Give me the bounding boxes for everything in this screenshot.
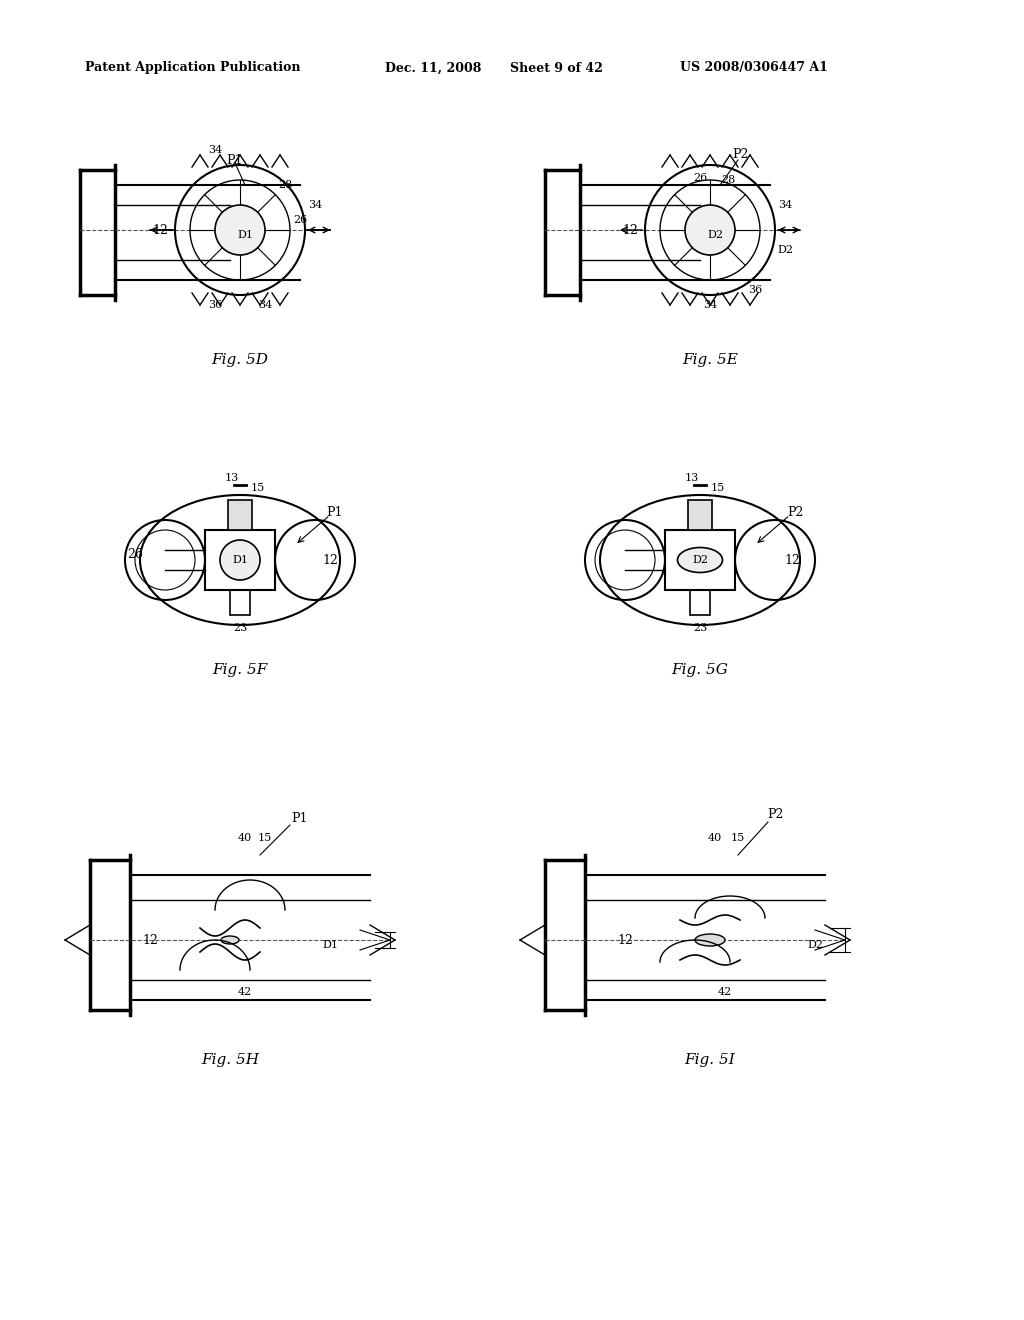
Text: Fig. 5G: Fig. 5G	[672, 663, 728, 677]
Text: D1: D1	[237, 230, 253, 240]
Circle shape	[220, 540, 260, 579]
Text: Fig. 5H: Fig. 5H	[201, 1053, 259, 1067]
Text: 34: 34	[258, 300, 272, 310]
Text: 13: 13	[685, 473, 699, 483]
Text: P1: P1	[292, 812, 308, 825]
Text: 15: 15	[731, 833, 745, 843]
Text: 15: 15	[258, 833, 272, 843]
Text: Sheet 9 of 42: Sheet 9 of 42	[510, 62, 603, 74]
Text: 34: 34	[778, 201, 793, 210]
Text: 12: 12	[784, 553, 800, 566]
Text: P2: P2	[732, 149, 749, 161]
Text: Fig. 5F: Fig. 5F	[212, 663, 267, 677]
Text: D2: D2	[807, 940, 823, 950]
Ellipse shape	[221, 936, 239, 944]
Text: P1: P1	[327, 506, 343, 519]
Text: P2: P2	[786, 506, 803, 519]
Bar	[230, 590, 250, 615]
Text: 23: 23	[232, 623, 247, 634]
Bar	[688, 500, 712, 531]
Text: 36: 36	[748, 285, 762, 294]
Text: 28: 28	[721, 176, 735, 185]
Text: 12: 12	[622, 223, 638, 236]
Text: 42: 42	[238, 987, 252, 997]
Text: 23: 23	[693, 623, 708, 634]
Bar	[228, 500, 252, 531]
Text: 15: 15	[251, 483, 265, 492]
Text: 40: 40	[238, 833, 252, 843]
Text: 15: 15	[711, 483, 725, 492]
Bar	[665, 531, 735, 590]
Circle shape	[685, 205, 735, 255]
Text: 12: 12	[617, 933, 633, 946]
Text: 28: 28	[278, 180, 292, 190]
Text: Fig. 5E: Fig. 5E	[682, 352, 738, 367]
Text: D1: D1	[232, 554, 248, 565]
Text: 26: 26	[127, 549, 143, 561]
Text: 12: 12	[152, 223, 168, 236]
Text: D2: D2	[692, 554, 708, 565]
Text: 12: 12	[323, 553, 338, 566]
Text: 36: 36	[208, 300, 222, 310]
Text: 26: 26	[293, 215, 307, 224]
Ellipse shape	[695, 935, 725, 946]
Text: Fig. 5D: Fig. 5D	[212, 352, 268, 367]
Text: D2: D2	[777, 246, 793, 255]
Text: D2: D2	[707, 230, 723, 240]
Text: 26: 26	[693, 173, 708, 183]
Text: P1: P1	[226, 153, 244, 166]
Ellipse shape	[678, 548, 723, 573]
Text: 13: 13	[225, 473, 240, 483]
Text: 34: 34	[208, 145, 222, 154]
Text: P2: P2	[767, 808, 783, 821]
Text: 34: 34	[308, 201, 323, 210]
Text: 34: 34	[702, 300, 717, 310]
Bar	[690, 590, 710, 615]
Text: 42: 42	[718, 987, 732, 997]
Bar	[205, 531, 275, 590]
Text: 40: 40	[708, 833, 722, 843]
Text: Fig. 5I: Fig. 5I	[685, 1053, 735, 1067]
Text: 12: 12	[142, 933, 158, 946]
Text: D1: D1	[322, 940, 338, 950]
Text: US 2008/0306447 A1: US 2008/0306447 A1	[680, 62, 827, 74]
Text: Patent Application Publication: Patent Application Publication	[85, 62, 300, 74]
Circle shape	[215, 205, 265, 255]
Text: Dec. 11, 2008: Dec. 11, 2008	[385, 62, 481, 74]
